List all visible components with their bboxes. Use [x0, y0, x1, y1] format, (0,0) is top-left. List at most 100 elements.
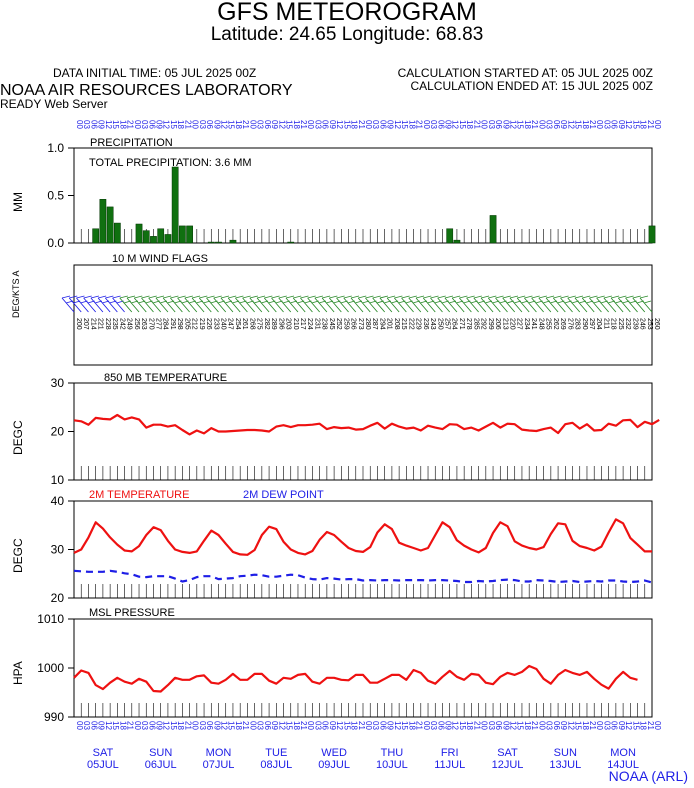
bottom-hour-label: 15 [458, 721, 467, 730]
wind-barb-feather [560, 295, 569, 299]
bottom-hour-label: 21 [357, 721, 366, 730]
wind-dir-label: 280 [364, 318, 371, 330]
wind-barb-feather [437, 295, 446, 299]
bottom-hour-label: 03 [429, 721, 438, 730]
bottom-hour-label: 18 [581, 721, 590, 730]
wind-dir-label: 284 [162, 318, 169, 330]
wind-dir-label: 282 [263, 318, 270, 330]
wind-barb-feather [567, 295, 576, 299]
date-label: 13JUL [549, 759, 581, 771]
wind-dir-label: 227 [516, 318, 523, 330]
wind-barb [632, 297, 646, 313]
wind-barb [509, 297, 523, 313]
wind-barb-feather [163, 295, 172, 299]
t2m-y-tick-label: 20 [51, 591, 65, 605]
wind-barb [133, 297, 147, 313]
wind-barb-feather [307, 295, 316, 299]
wind-barb [220, 297, 234, 313]
wind-barb [596, 297, 609, 313]
day-label: SAT [497, 747, 518, 759]
bottom-hour-label: 15 [516, 721, 525, 730]
bottom-hour-label: 03 [140, 721, 149, 730]
wind-barb [263, 297, 277, 313]
top-hour-label: 06 [610, 120, 619, 129]
wind-dir-label: 215 [400, 318, 407, 330]
wind-dir-label: 294 [378, 318, 385, 330]
top-hour-label: 00 [422, 120, 431, 129]
precip-bar [446, 228, 454, 244]
wind-dir-label: 252 [335, 318, 342, 330]
day-label: TUE [265, 747, 287, 759]
bottom-hour-label: 00 [595, 721, 604, 730]
bottom-hour-label: 15 [574, 721, 583, 730]
wind-barb-feather [452, 295, 461, 299]
wind-dir-label: 203 [285, 318, 292, 330]
day-label: MON [610, 747, 636, 759]
wind-dir-label: 226 [205, 318, 212, 330]
bottom-hour-label: 06 [610, 721, 619, 730]
wind-barb [76, 297, 89, 313]
top-hour-label: 03 [198, 120, 207, 129]
wind-barb [617, 297, 631, 313]
bottom-hour-label: 12 [335, 721, 344, 730]
wind-barb [589, 297, 602, 313]
bottom-hour-label: 00 [537, 721, 546, 730]
wind-dir-label: 285 [472, 318, 479, 330]
top-hour-label: 03 [602, 120, 611, 129]
wind-barb [119, 297, 133, 313]
bottom-hour-label: 09 [559, 721, 568, 730]
wind-barb [278, 297, 292, 313]
bottom-hour-label: 09 [270, 721, 279, 730]
wind-dir-label: 218 [610, 318, 617, 330]
precip-bar [150, 236, 157, 244]
wind-barb-feather [625, 295, 634, 299]
wind-barb [336, 297, 349, 313]
mslp-frame [73, 618, 653, 718]
wind-barb-feather [105, 295, 114, 299]
wind-barb-feather [119, 295, 128, 299]
wind-barb-feather [148, 295, 157, 299]
bottom-hour-label: 18 [639, 721, 648, 730]
wind-barb-feather [473, 295, 482, 299]
wind-barb-feather [191, 295, 201, 299]
bottom-hour-label: 06 [89, 721, 98, 730]
dewpoint-line [73, 569, 653, 584]
wind-barb [538, 297, 552, 313]
wind-barb-feather [459, 295, 468, 299]
wind-barb [639, 297, 653, 313]
bottom-hour-label: 15 [111, 721, 120, 730]
bottom-hour-label: 18 [465, 721, 474, 730]
wind-barb-feather [126, 295, 136, 299]
top-hour-label: 09 [443, 120, 452, 129]
day-label: THU [381, 747, 404, 759]
wind-barb-feather [83, 295, 92, 299]
precip-bar [157, 228, 165, 244]
wind-dir-label: 246 [639, 318, 646, 330]
page-title: GFS METEOROGRAM [217, 0, 477, 26]
wind-barb-feather [61, 295, 71, 299]
wind-dir-label: 283 [574, 318, 581, 330]
day-label: SUN [149, 747, 172, 759]
wind-dir-label: 275 [256, 318, 263, 330]
bottom-hour-label: 15 [169, 721, 178, 730]
bottom-hour-label: 03 [487, 721, 496, 730]
top-hour-label: 00 [133, 120, 142, 129]
wind-barb [162, 297, 176, 313]
top-hour-label: 21 [415, 120, 424, 129]
top-hour-label: 21 [183, 120, 192, 129]
date-label: 09JUL [318, 759, 350, 771]
top-hour-label: 00 [364, 120, 373, 129]
mslp-y-tick-label: 1010 [37, 612, 64, 626]
wind-barb-feather [372, 295, 381, 299]
bottom-hour-label: 09 [617, 721, 626, 730]
wind-dir-label: 242 [118, 318, 125, 330]
top-hour-label: 03 [371, 120, 380, 129]
wind-barb-feather [643, 300, 652, 304]
bottom-hour-label: 15 [631, 721, 640, 730]
page-subtitle: Latitude: 24.65 Longitude: 68.83 [210, 24, 484, 45]
wind-barb [350, 297, 364, 313]
day-label: WED [321, 747, 347, 759]
t850-y-tick-label: 20 [51, 425, 65, 439]
wind-barb [61, 297, 75, 313]
precip-bar [179, 225, 186, 244]
